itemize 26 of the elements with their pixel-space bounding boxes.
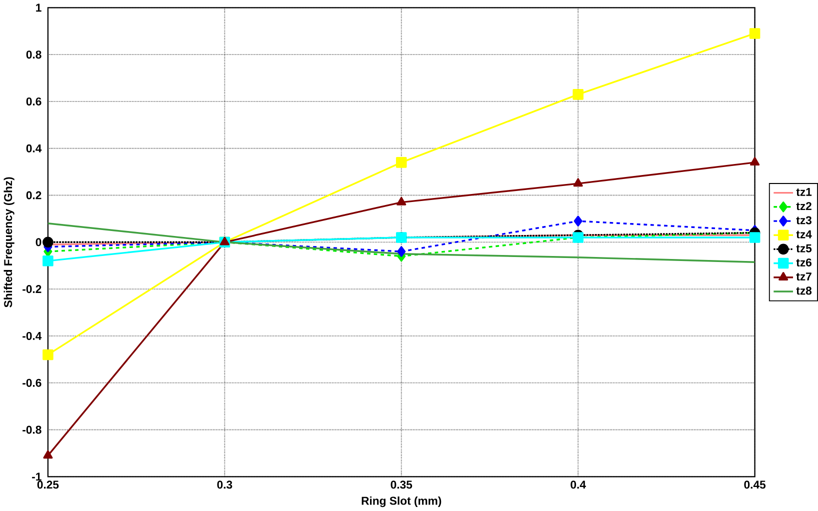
x-tick-label: 0.25: [37, 480, 59, 489]
x-tick-label: 0.45: [744, 480, 766, 489]
legend-label: tz1: [796, 188, 812, 196]
legend-label: tz2: [796, 202, 812, 210]
legend-label: tz7: [796, 272, 812, 281]
y-tick-label: -1: [32, 472, 42, 481]
y-tick-label: 0.2: [26, 191, 42, 200]
y-tick-label: 1: [36, 4, 42, 12]
legend-label: tz5: [796, 244, 812, 252]
y-tick-label: -0.4: [22, 332, 42, 340]
legend-label: tz4: [796, 230, 812, 238]
legend-label: tz8: [796, 286, 812, 295]
y-tick-label: -0.6: [22, 378, 42, 387]
y-tick-label: 0.4: [26, 144, 42, 152]
x-tick-label: 0.4: [570, 480, 586, 489]
y-tick-label: -0.2: [22, 285, 42, 294]
y-tick-label: 0.8: [26, 50, 42, 59]
legend-label: tz6: [796, 258, 812, 267]
legend-label: tz3: [796, 216, 812, 224]
y-axis-title: Shifted Frequency (Ghz): [4, 177, 14, 308]
y-tick-label: 0.6: [26, 98, 42, 106]
x-tick-label: 0.35: [390, 480, 412, 489]
x-tick-label: 0.3: [217, 480, 232, 489]
y-tick-label: -0.8: [22, 426, 42, 434]
y-tick-label: 0: [36, 238, 42, 246]
x-axis-title: Ring Slot (mm): [362, 496, 442, 508]
